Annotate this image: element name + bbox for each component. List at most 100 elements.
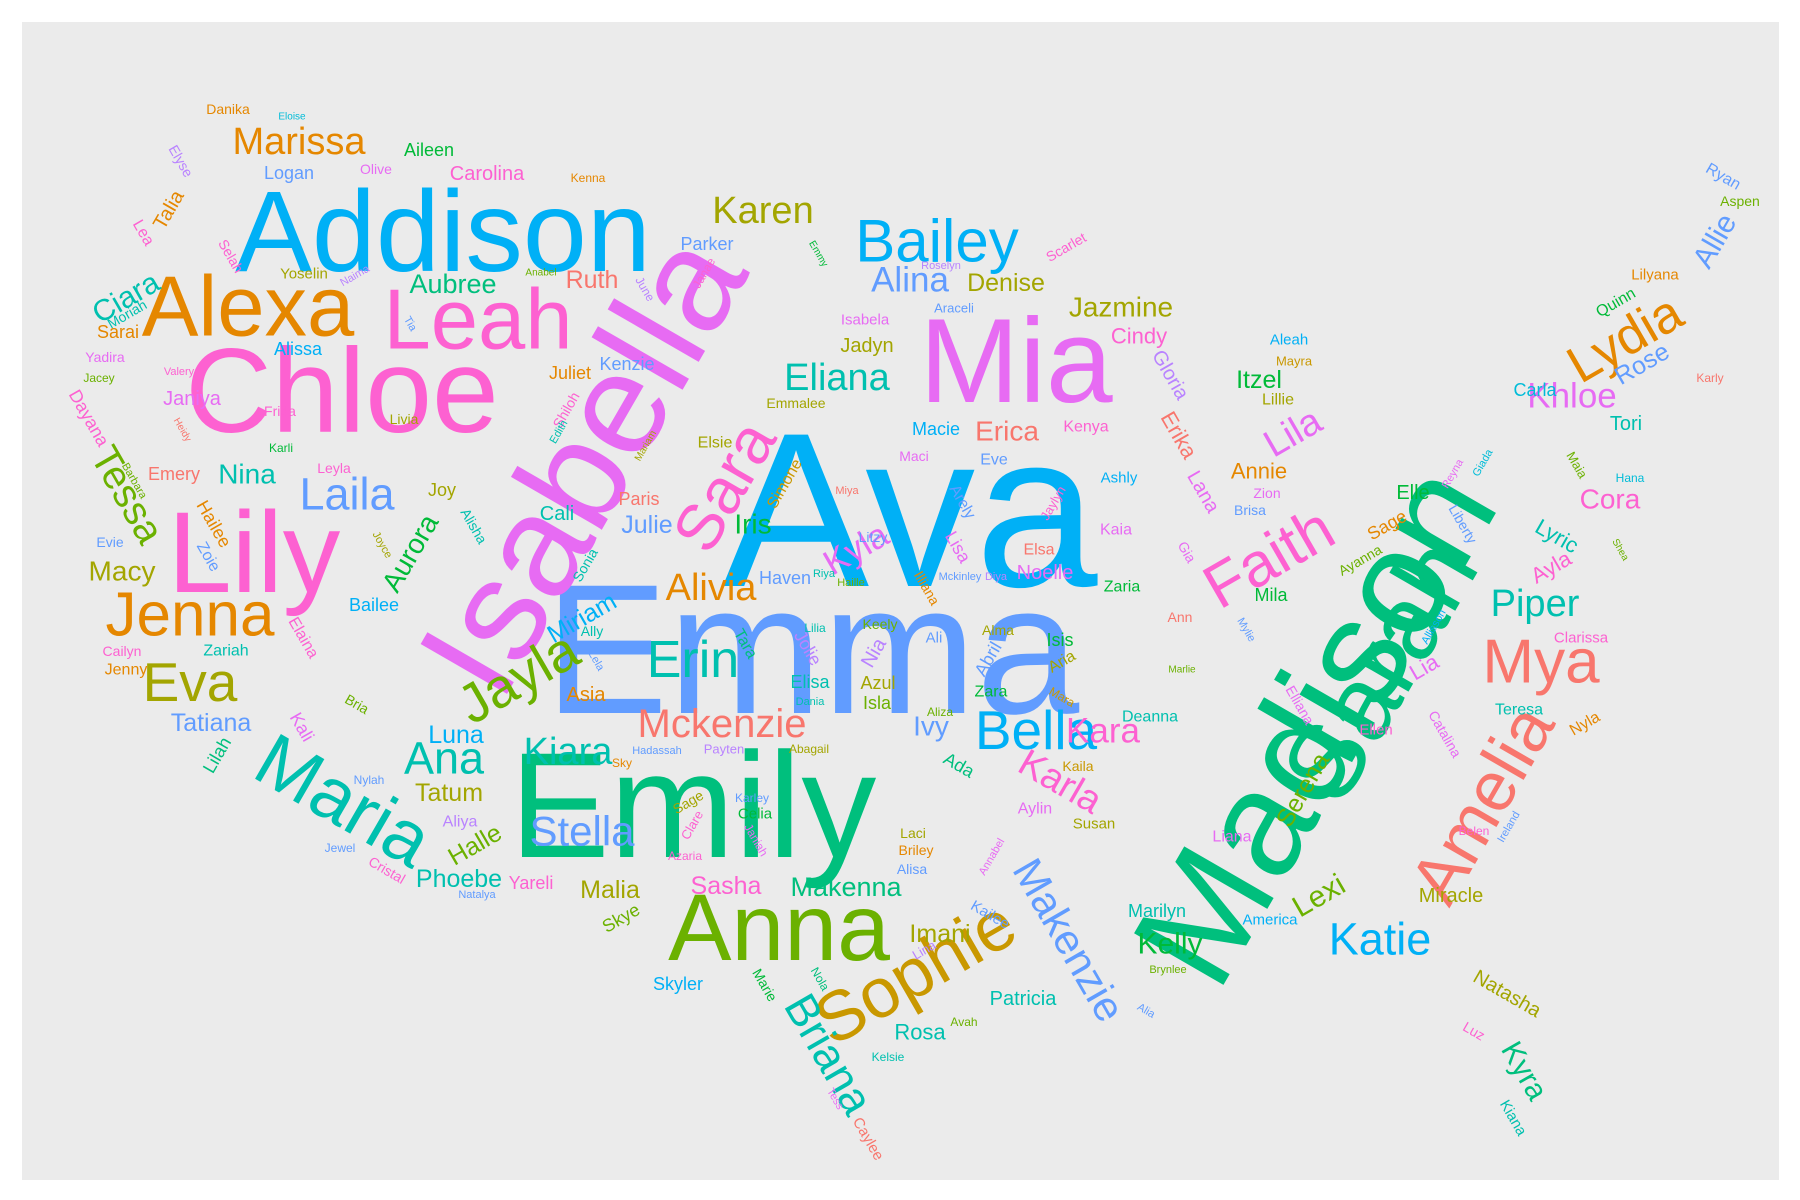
word-clarissa: Clarissa — [1554, 630, 1609, 647]
word-lillie: Lillie — [1262, 392, 1294, 409]
word-kaia: Kaia — [1100, 522, 1132, 539]
word-itzel: Itzel — [1236, 366, 1282, 394]
word-eloise: Eloise — [278, 112, 306, 123]
word-zion: Zion — [1253, 485, 1280, 501]
word-leah: Leah — [383, 273, 572, 368]
word-emmy: Emmy — [806, 239, 830, 269]
word-aliza: Aliza — [927, 705, 953, 719]
word-riya: Riya — [813, 568, 836, 580]
word-kelly: Kelly — [1137, 928, 1202, 961]
word-maci: Maci — [899, 448, 929, 464]
word-rosa: Rosa — [894, 1020, 946, 1045]
word-ali: Ali — [926, 630, 943, 647]
word-olive: Olive — [360, 161, 392, 177]
word-erin: Erin — [647, 631, 739, 689]
word-marlie: Marlie — [1168, 665, 1196, 676]
word-sky: Sky — [612, 756, 632, 770]
word-parker: Parker — [680, 234, 733, 254]
word-cali: Cali — [540, 503, 574, 525]
word-america: America — [1242, 912, 1298, 929]
word-lily: Lily — [168, 489, 341, 617]
word-jenny: Jenny — [105, 662, 148, 679]
word-talia: Talia — [149, 186, 189, 233]
word-elsa: Elsa — [1023, 542, 1054, 559]
word-tori: Tori — [1610, 413, 1642, 435]
word-julie: Julie — [621, 511, 672, 539]
word-iris: Iris — [734, 509, 771, 540]
word-danika: Danika — [206, 101, 250, 117]
word-jadyn: Jadyn — [840, 335, 893, 357]
word-laila: Laila — [299, 469, 395, 520]
word-skye: Skye — [599, 899, 644, 936]
word-araceli: Araceli — [934, 301, 974, 316]
word-jacey: Jacey — [83, 371, 114, 385]
word-miracle: Miracle — [1419, 885, 1483, 907]
word-ellen: Ellen — [1359, 722, 1392, 739]
word-avah: Avah — [950, 1015, 977, 1029]
word-kiara: Kiara — [524, 731, 614, 773]
word-litzy: Litzy — [859, 529, 888, 545]
word-brynlee: Brynlee — [1149, 964, 1186, 976]
word-ann: Ann — [1168, 609, 1193, 625]
word-bailee: Bailee — [349, 595, 399, 615]
word-noelle: Noelle — [1017, 562, 1074, 584]
word-nina: Nina — [218, 459, 276, 490]
word-sasha: Sasha — [691, 872, 762, 900]
word-ruth: Ruth — [566, 266, 619, 294]
word-alissa: Alissa — [274, 339, 323, 359]
word-susan: Susan — [1073, 816, 1116, 833]
word-chloe: Chloe — [185, 324, 499, 458]
word-elaina: Elaina — [285, 614, 322, 661]
word-elsie: Elsie — [698, 435, 733, 452]
word-yoselin: Yoselin — [280, 266, 328, 283]
word-mayra: Mayra — [1276, 354, 1313, 369]
word-mia: Mia — [919, 294, 1113, 428]
word-cloud-panel: Ava Emma Emily Madison Isabella Chloe Mia Addis… — [22, 22, 1779, 1180]
word-macy: Macy — [89, 556, 156, 587]
word-ana: Ana — [404, 733, 485, 784]
word-marissa: Marissa — [232, 121, 366, 163]
word-isis: Isis — [1047, 630, 1074, 650]
word-karli: Karli — [269, 441, 293, 455]
word-annabel: Annabel — [977, 837, 1008, 878]
word-liana: Liana — [1212, 829, 1251, 846]
word-yareli: Yareli — [509, 873, 554, 893]
word-alia: Alia — [1135, 1001, 1158, 1021]
word-catalina: Catalina — [1425, 708, 1465, 761]
word-tatiana: Tatiana — [171, 709, 252, 737]
word-caylee: Caylee — [849, 1115, 887, 1164]
word-eve: Eve — [980, 452, 1008, 469]
word-haille: Haille — [837, 577, 865, 589]
word-elisa: Elisa — [790, 672, 830, 692]
word-nyla: Nyla — [1567, 709, 1603, 740]
word-alma: Alma — [982, 622, 1014, 638]
word-kaila: Kaila — [1062, 758, 1093, 774]
word-lilia: Lilia — [804, 621, 826, 635]
word-shea: Shea — [1609, 537, 1630, 563]
word-ashly: Ashly — [1101, 470, 1138, 487]
word-elle: Elle — [1396, 482, 1429, 504]
word-kelsie: Kelsie — [872, 1050, 905, 1064]
word-joy: Joy — [428, 480, 456, 500]
word-evie: Evie — [96, 534, 123, 550]
word-mila: Mila — [1254, 585, 1288, 605]
word-bailey: Bailey — [855, 208, 1018, 275]
word-scarlet: Scarlet — [1043, 229, 1089, 265]
word-cailyn: Cailyn — [103, 643, 142, 659]
word-tatum: Tatum — [415, 779, 483, 807]
word-jenna: Jenna — [106, 581, 275, 650]
word-aylin: Aylin — [1018, 801, 1052, 818]
word-hadassah: Hadassah — [632, 745, 682, 757]
word-jewel: Jewel — [325, 841, 356, 855]
word-belen: Belen — [1459, 824, 1490, 838]
word-miya: Miya — [835, 485, 859, 497]
word-anabel: Anabel — [525, 268, 556, 279]
word-emily: Emily — [510, 721, 877, 889]
word-zara: Zara — [975, 684, 1008, 701]
word-teresa: Teresa — [1495, 702, 1543, 719]
word-janiya: Janiya — [163, 388, 222, 410]
word-alexa: Alexa — [142, 260, 355, 355]
word-natalya: Natalya — [458, 889, 496, 901]
word-eva: Eva — [143, 651, 238, 713]
word-erika: Erika — [1156, 407, 1203, 464]
